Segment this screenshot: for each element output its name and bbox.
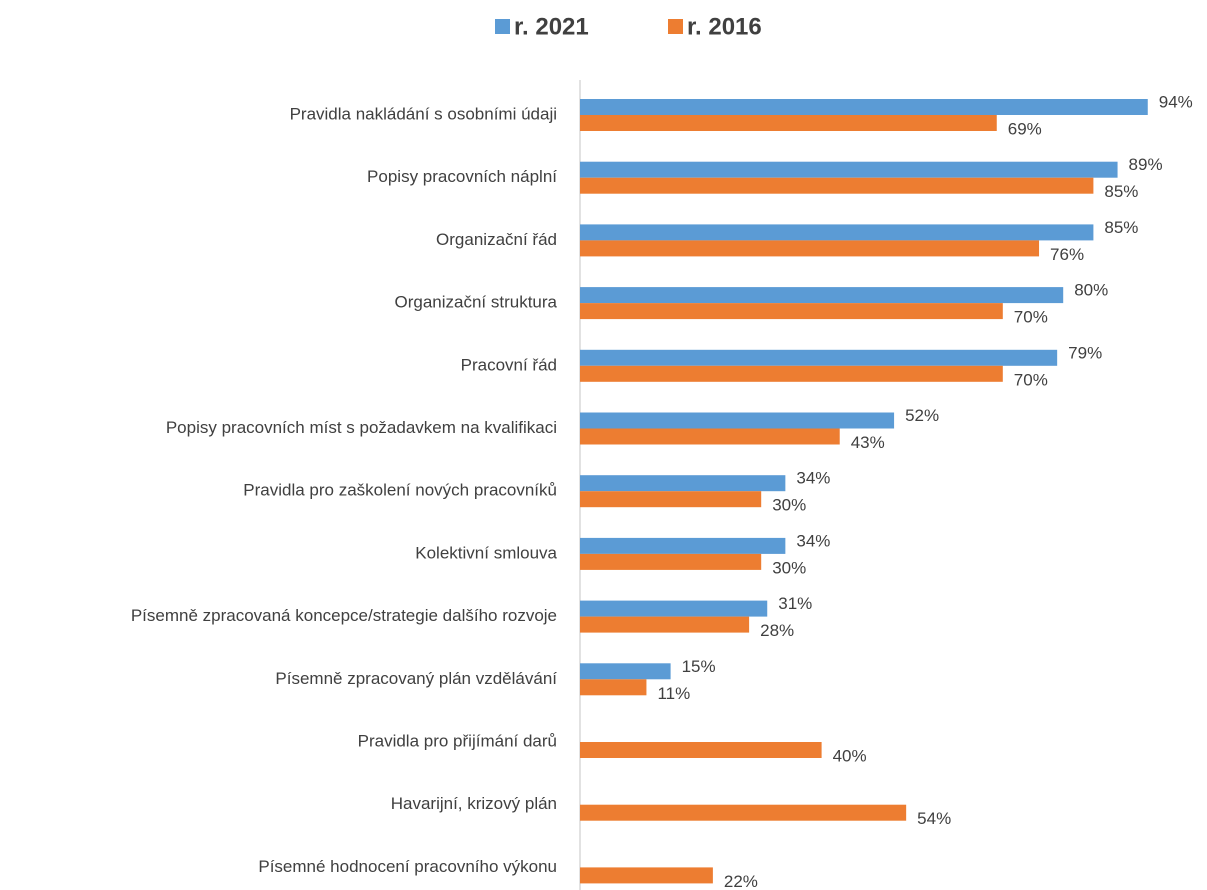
value-label: 79%	[1068, 343, 1102, 362]
bar	[580, 428, 840, 445]
value-label: 85%	[1104, 218, 1138, 237]
value-label: 30%	[772, 496, 806, 515]
bar	[580, 365, 1003, 382]
bar	[580, 616, 750, 633]
category-label: Pravidla pro přijímání darů	[358, 731, 557, 750]
category-label: Popisy pracovních náplní	[367, 167, 557, 186]
bar	[580, 804, 907, 821]
bar	[580, 349, 1058, 366]
value-label: 40%	[833, 746, 867, 765]
bar	[580, 224, 1094, 241]
legend-swatch	[668, 19, 683, 34]
bar	[580, 491, 762, 508]
bar	[580, 475, 786, 492]
bar	[580, 600, 768, 617]
value-label: 30%	[772, 558, 806, 577]
legend-label: r. 2021	[514, 13, 589, 40]
bar	[580, 115, 997, 131]
bar	[580, 537, 786, 554]
category-label: Pracovní řád	[461, 355, 557, 374]
value-label: 31%	[778, 594, 812, 613]
bar	[580, 867, 713, 884]
category-label: Organizační řád	[436, 230, 557, 249]
bar	[580, 177, 1094, 194]
bar	[580, 161, 1118, 178]
category-label: Písemně zpracovaná koncepce/strategie da…	[131, 606, 557, 625]
value-label: 70%	[1014, 370, 1048, 389]
category-label: Kolektivní smlouva	[415, 543, 557, 562]
bar	[580, 240, 1040, 257]
value-label: 80%	[1074, 281, 1108, 300]
legend-swatch	[495, 19, 510, 34]
category-label: Pravidla pro zaškolení nových pracovníků	[243, 481, 557, 500]
value-label: 15%	[682, 657, 716, 676]
category-label: Havarijní, krizový plán	[391, 794, 557, 813]
bar	[580, 303, 1003, 320]
bar	[580, 663, 671, 680]
value-label: 70%	[1014, 308, 1048, 327]
bar	[580, 553, 762, 570]
value-label: 22%	[724, 872, 758, 890]
value-label: 76%	[1050, 245, 1084, 264]
category-label: Písemně zpracovaný plán vzdělávání	[275, 669, 557, 688]
value-label: 43%	[851, 433, 885, 452]
category-label: Popisy pracovních míst s požadavkem na k…	[166, 418, 557, 437]
category-label: Pravidla nakládání s osobními údaji	[290, 104, 557, 123]
value-label: 89%	[1129, 155, 1163, 174]
value-label: 69%	[1008, 119, 1042, 138]
legend-label: r. 2016	[687, 13, 762, 40]
category-label: Organizační struktura	[394, 293, 557, 312]
value-label: 11%	[657, 684, 690, 703]
value-label: 52%	[905, 406, 939, 425]
value-label: 28%	[760, 621, 794, 640]
bar	[580, 742, 822, 758]
bar	[580, 99, 1148, 115]
bar	[580, 287, 1064, 304]
category-label: Písemné hodnocení pracovního výkonu	[258, 857, 557, 876]
bar	[580, 679, 647, 696]
value-label: 34%	[796, 469, 830, 488]
value-label: 54%	[917, 809, 951, 828]
value-label: 94%	[1159, 92, 1193, 111]
value-label: 34%	[796, 531, 830, 550]
bar	[580, 412, 895, 429]
value-label: 85%	[1104, 182, 1138, 201]
